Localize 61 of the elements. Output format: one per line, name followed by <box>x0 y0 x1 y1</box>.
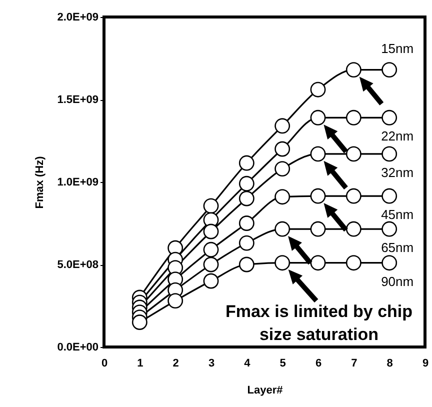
point <box>238 216 254 231</box>
x-tick-label: 9 <box>422 358 429 370</box>
y-tick-label: 1.0E+09 <box>57 176 98 188</box>
x-tick-label: 5 <box>280 358 286 370</box>
series-label: 45nm <box>381 207 414 222</box>
point <box>274 118 290 134</box>
x-tick-label: 0 <box>101 358 108 370</box>
point <box>346 221 362 237</box>
point <box>346 255 362 271</box>
series-label: 32nm <box>381 164 414 180</box>
y-tick-label: 0.0E+00 <box>57 342 98 354</box>
point <box>382 146 398 162</box>
point <box>238 235 254 251</box>
point <box>382 255 398 271</box>
point <box>382 221 398 237</box>
series-label: 90nm <box>381 274 414 289</box>
point <box>346 110 362 126</box>
x-tick-label: 8 <box>386 358 393 370</box>
point <box>274 189 290 205</box>
point <box>310 188 326 204</box>
point <box>310 110 326 126</box>
point <box>274 221 290 237</box>
point <box>310 82 326 98</box>
point <box>203 273 219 289</box>
point <box>310 221 326 237</box>
point <box>238 256 254 272</box>
y-axis-title: Fmax (Hz) <box>34 156 46 209</box>
y-tick-label: 1.5E+09 <box>57 94 98 106</box>
point <box>132 314 148 330</box>
y-tick-label: 2.0E+09 <box>57 12 98 24</box>
x-tick-label: 1 <box>137 358 144 370</box>
series-label: 15nm <box>381 40 414 56</box>
point <box>310 146 326 162</box>
point <box>203 198 219 214</box>
point <box>238 190 254 206</box>
point <box>346 146 362 162</box>
point <box>382 188 398 204</box>
point <box>346 62 362 78</box>
point <box>203 242 219 258</box>
point <box>238 155 254 171</box>
point <box>274 141 290 157</box>
point <box>382 110 398 126</box>
point <box>346 188 362 204</box>
point <box>168 293 184 309</box>
point <box>274 255 290 271</box>
point <box>310 255 326 271</box>
point <box>238 176 254 192</box>
point <box>203 224 219 240</box>
series-label: 22nm <box>381 128 414 144</box>
annotation: Fmax is limited by chip size saturation <box>225 302 413 344</box>
x-tick-label: 7 <box>351 358 358 370</box>
series-label: 65nm <box>381 240 414 256</box>
x-axis-title: Layer# <box>247 384 283 396</box>
point <box>274 161 290 177</box>
x-tick-label: 4 <box>244 358 252 370</box>
point <box>382 62 398 78</box>
y-tick-label: 5.0E+08 <box>57 259 98 271</box>
x-tick-label: 6 <box>315 358 322 370</box>
x-tick-label: 3 <box>208 358 215 370</box>
x-tick-label: 2 <box>172 358 179 370</box>
point <box>203 256 219 272</box>
